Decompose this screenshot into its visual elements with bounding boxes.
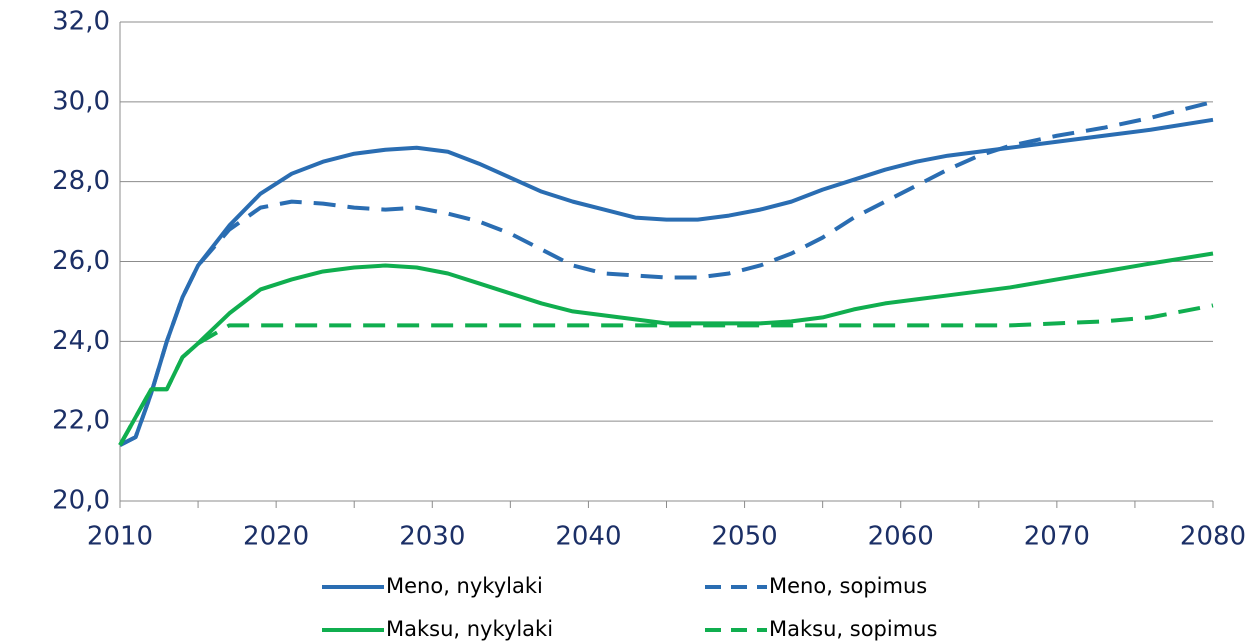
legend-label: Meno, sopimus: [769, 574, 927, 598]
x-tick-label: 2020: [243, 522, 309, 552]
y-tick-label: 26,0: [52, 246, 110, 276]
x-tick-label: 2030: [399, 522, 465, 552]
y-tick-label: 30,0: [52, 86, 110, 116]
x-tick-label: 2010: [87, 522, 153, 552]
legend-label: Meno, nykylaki: [386, 574, 543, 598]
y-tick-label: 20,0: [52, 486, 110, 516]
x-tick-label: 2060: [868, 522, 934, 552]
legend-label: Maksu, nykylaki: [386, 617, 553, 641]
x-tick-label: 2080: [1180, 522, 1246, 552]
legend-label: Maksu, sopimus: [769, 617, 937, 641]
series-line: [119, 117, 1214, 447]
series-line: [119, 99, 1214, 447]
y-tick-label: 22,0: [52, 406, 110, 436]
x-tick-label: 2070: [1024, 522, 1090, 552]
x-tick-label: 2040: [555, 522, 621, 552]
y-tick-label: 28,0: [52, 166, 110, 196]
x-tick-label: 2050: [711, 522, 777, 552]
y-tick-label: 32,0: [52, 7, 110, 37]
series-line: [118, 251, 1214, 447]
y-tick-label: 24,0: [52, 326, 110, 356]
series-line: [118, 303, 1214, 447]
